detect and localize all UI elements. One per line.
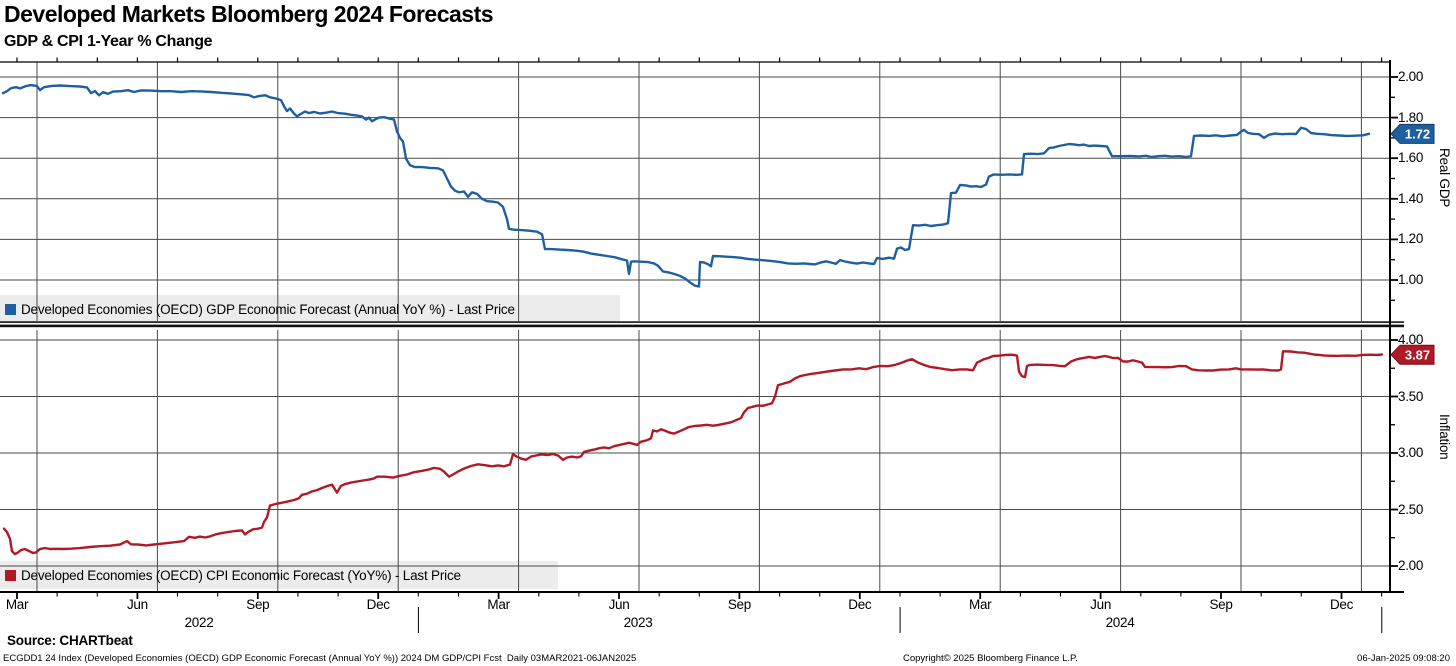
page-title: Developed Markets Bloomberg 2024 Forecas…: [4, 1, 494, 27]
gdp-ytick-1.20: 1.20: [1398, 231, 1424, 247]
xtick-year-2022: 2022: [184, 615, 214, 630]
xtick-month-2: Sep: [246, 597, 270, 612]
footer-description: ECGDD1 24 Index (Developed Economies (OE…: [3, 653, 637, 664]
gdp-last-price-badge-value: 1.72: [1405, 127, 1430, 142]
xtick-month-5: Jun: [608, 597, 630, 612]
xtick-month-4: Mar: [487, 597, 510, 612]
xtick-year-2023: 2023: [623, 615, 653, 630]
cpi-ytick-3.00: 3.00: [1398, 445, 1424, 460]
xtick-month-9: Jun: [1090, 597, 1112, 612]
xtick-year-2024: 2024: [1105, 615, 1135, 630]
cpi-ytick-2.50: 2.50: [1398, 501, 1424, 517]
footer-copyright: Copyright© 2025 Bloomberg Finance L.P.: [903, 653, 1078, 664]
xtick-month-11: Dec: [1329, 597, 1354, 612]
cpi-ytick-4.00: 4.00: [1398, 332, 1424, 347]
footer-timestamp: 06-Jan-2025 09:08:20: [1357, 653, 1450, 664]
page-subtitle: GDP & CPI 1-Year % Change: [4, 33, 213, 50]
gdp-ytick-2.00: 2.00: [1398, 69, 1424, 84]
cpi-ytick-2.00: 2.00: [1398, 558, 1424, 573]
legend-gdp[interactable]: Developed Economies (OECD) GDP Economic …: [5, 296, 515, 322]
gdp-ytick-1.60: 1.60: [1398, 150, 1424, 166]
cpi-last-price-badge: [1390, 344, 1435, 365]
gdp-ytick-1.00: 1.00: [1398, 272, 1424, 287]
cpi-axis-title: Inflation: [1437, 414, 1452, 460]
xtick-month-0: Mar: [5, 597, 29, 612]
gdp-ytick-1.80: 1.80: [1398, 109, 1424, 125]
cpi-ytick-3.50: 3.50: [1398, 388, 1424, 404]
cpi-legend-swatch-icon: [5, 569, 16, 581]
xtick-month-8: Mar: [969, 597, 992, 612]
cpi-last-price-badge-value: 3.87: [1405, 347, 1430, 362]
gdp-legend-swatch-icon: [5, 303, 16, 315]
xtick-month-1: Jun: [126, 597, 148, 612]
xtick-month-7: Dec: [848, 597, 872, 612]
xtick-month-3: Dec: [366, 597, 390, 612]
gdp-last-price-badge: [1390, 123, 1435, 144]
gdp-ytick-1.40: 1.40: [1398, 190, 1424, 206]
footer-source: Source: CHARTbeat: [7, 633, 133, 648]
legend-cpi[interactable]: Developed Economies (OECD) CPI Economic …: [5, 562, 461, 588]
gdp-legend-label: Developed Economies (OECD) GDP Economic …: [21, 301, 515, 317]
xtick-month-6: Sep: [727, 597, 751, 612]
gdp-axis-title: Real GDP: [1437, 148, 1452, 208]
xtick-month-10: Sep: [1209, 597, 1233, 612]
cpi-legend-label: Developed Economies (OECD) CPI Economic …: [21, 567, 461, 583]
